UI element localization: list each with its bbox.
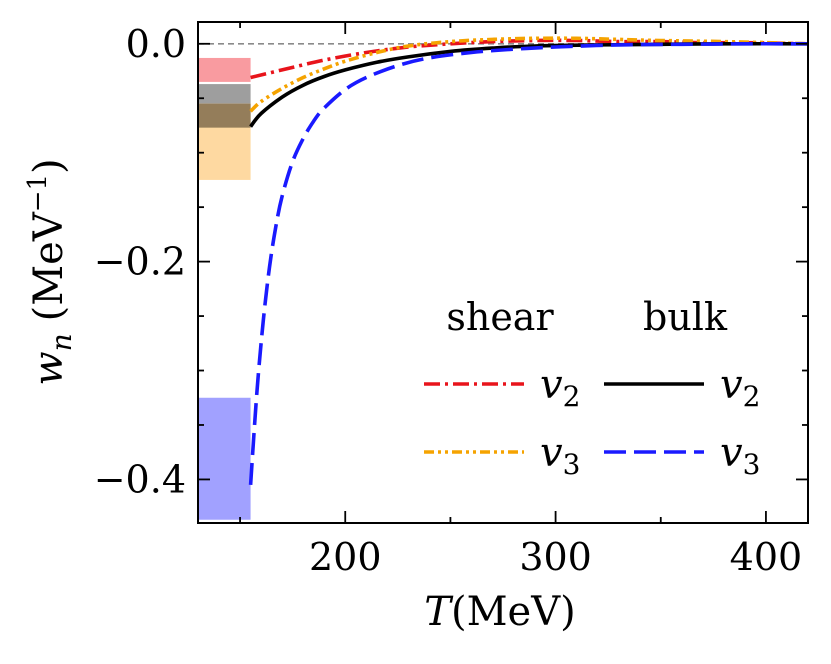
y-axis-unit-exponent: −1 [23,174,53,212]
y-axis-subscript: n [45,333,78,351]
series-line-shear_v2 [250,38,808,80]
uncertainty-bands [198,57,251,520]
tick-labels: 200 300 400 0.0 −0.2 −0.4 [94,22,802,579]
y-tick-label: −0.4 [94,457,186,501]
legend-label-bulk-v3: v3 [720,430,760,481]
legend-label-sub: 2 [563,380,581,413]
legend-label-shear-v2: v2 [540,362,580,413]
legend-label-base: v [540,362,563,408]
legend-label-base: v [720,430,743,476]
x-tick-label: 300 [519,535,592,579]
band-overlap [198,103,251,128]
band-bulk_v3 [198,397,251,520]
series-line-bulk_v3 [248,41,808,486]
legend-label-base: v [540,430,563,476]
y-tick-label: 0.0 [126,22,186,66]
x-axis-label: T(MeV) [424,589,575,635]
legend: shear bulk v2 v2 v3 v3 [424,295,760,481]
y-axis-label: wn (MeV−1) [23,158,78,385]
y-axis-unit-open: (MeV [26,211,72,321]
axis-ticks [198,22,808,523]
x-tick-label: 200 [309,535,382,579]
y-axis-symbol: w [26,351,72,385]
legend-label-sub: 2 [743,380,761,413]
y-axis-unit-close: ) [26,158,72,174]
series-lines [248,36,808,486]
x-axis-symbol: T [424,589,454,635]
series-line-shear_v3 [249,36,808,113]
legend-header-bulk: bulk [643,295,728,339]
y-tick-label: −0.2 [94,240,186,284]
legend-label-base: v [720,362,743,408]
series-line-bulk_v2 [249,41,808,128]
x-tick-label: 400 [730,535,803,579]
legend-swatches [424,382,704,454]
band-shear_v2 [198,57,251,82]
legend-label-sub: 3 [743,448,761,481]
legend-label-shear-v3: v3 [540,430,580,481]
legend-header-shear: shear [446,295,554,339]
plot-frame [197,21,809,524]
x-axis-unit: (MeV) [451,589,576,635]
legend-label-sub: 3 [563,448,581,481]
legend-label-bulk-v2: v2 [720,362,760,413]
